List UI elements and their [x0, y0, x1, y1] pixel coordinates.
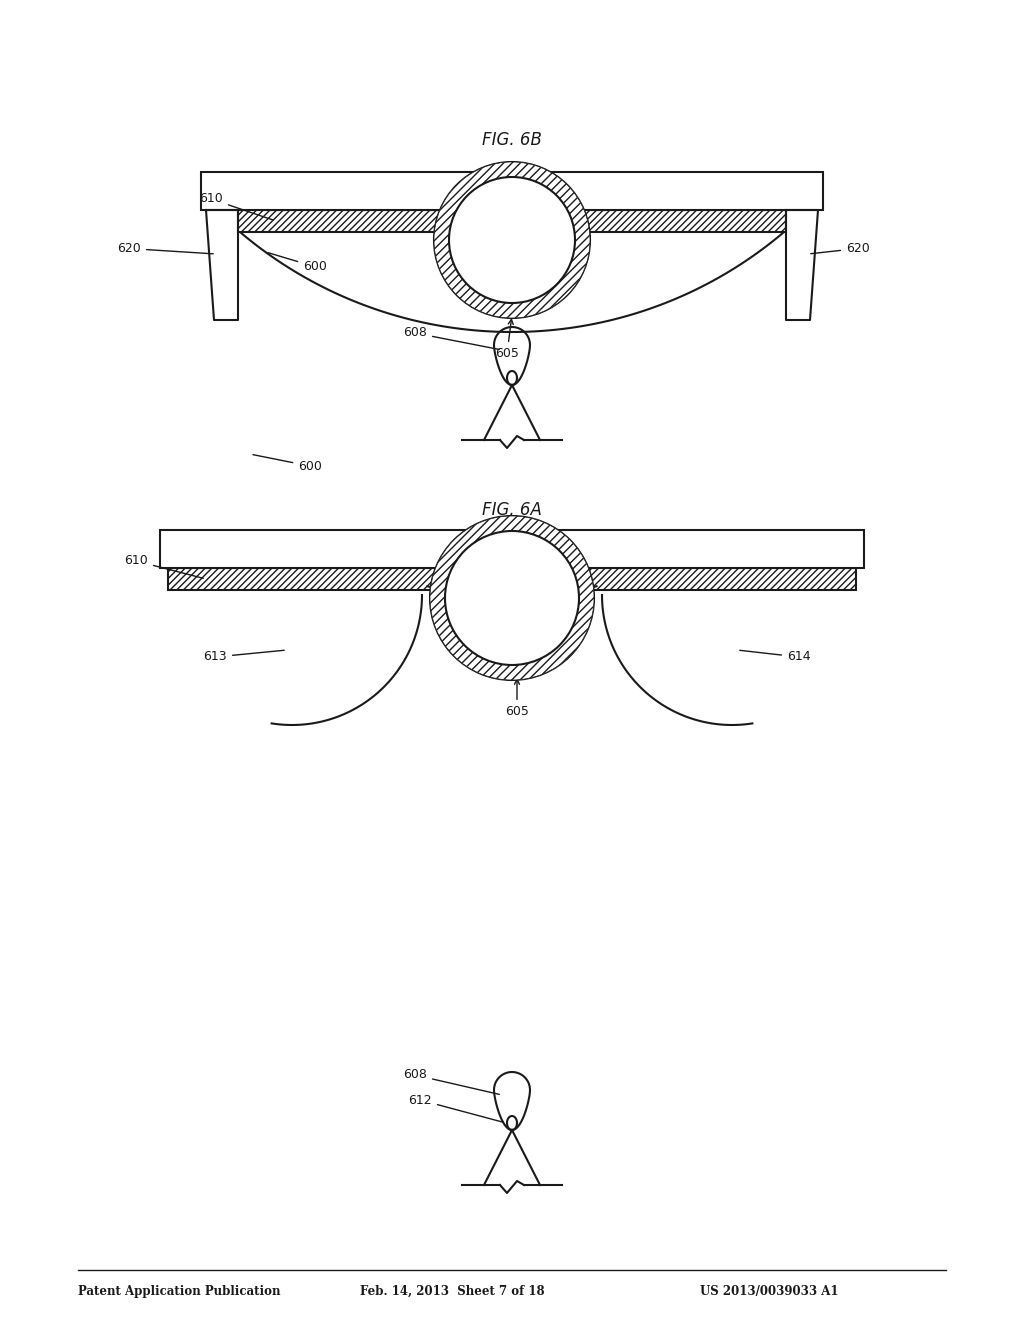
Wedge shape: [430, 516, 594, 680]
Circle shape: [434, 162, 590, 318]
Text: Feb. 14, 2013  Sheet 7 of 18: Feb. 14, 2013 Sheet 7 of 18: [360, 1284, 545, 1298]
Text: 608: 608: [403, 1068, 500, 1094]
Bar: [201, 172, 823, 210]
Bar: [168, 568, 856, 590]
Text: 620: 620: [811, 242, 869, 255]
Text: 612: 612: [409, 1093, 504, 1122]
Text: 600: 600: [253, 454, 323, 473]
Text: Patent Application Publication: Patent Application Publication: [78, 1284, 281, 1298]
Text: 605: 605: [495, 319, 519, 360]
Bar: [160, 531, 864, 568]
Wedge shape: [434, 162, 590, 318]
Text: FIG. 6A: FIG. 6A: [482, 502, 542, 519]
Text: 608: 608: [403, 326, 500, 350]
Text: FIG. 6B: FIG. 6B: [482, 131, 542, 149]
Text: 610: 610: [200, 193, 273, 220]
Circle shape: [449, 177, 575, 304]
Text: US 2013/0039033 A1: US 2013/0039033 A1: [700, 1284, 839, 1298]
Bar: [238, 210, 786, 232]
Text: 620: 620: [118, 242, 213, 255]
Text: 613: 613: [204, 651, 285, 664]
Circle shape: [445, 531, 579, 665]
Text: 614: 614: [739, 651, 811, 664]
Text: 605: 605: [505, 680, 529, 718]
Circle shape: [430, 516, 594, 680]
Text: 610: 610: [124, 554, 204, 578]
Text: 600: 600: [268, 252, 327, 273]
